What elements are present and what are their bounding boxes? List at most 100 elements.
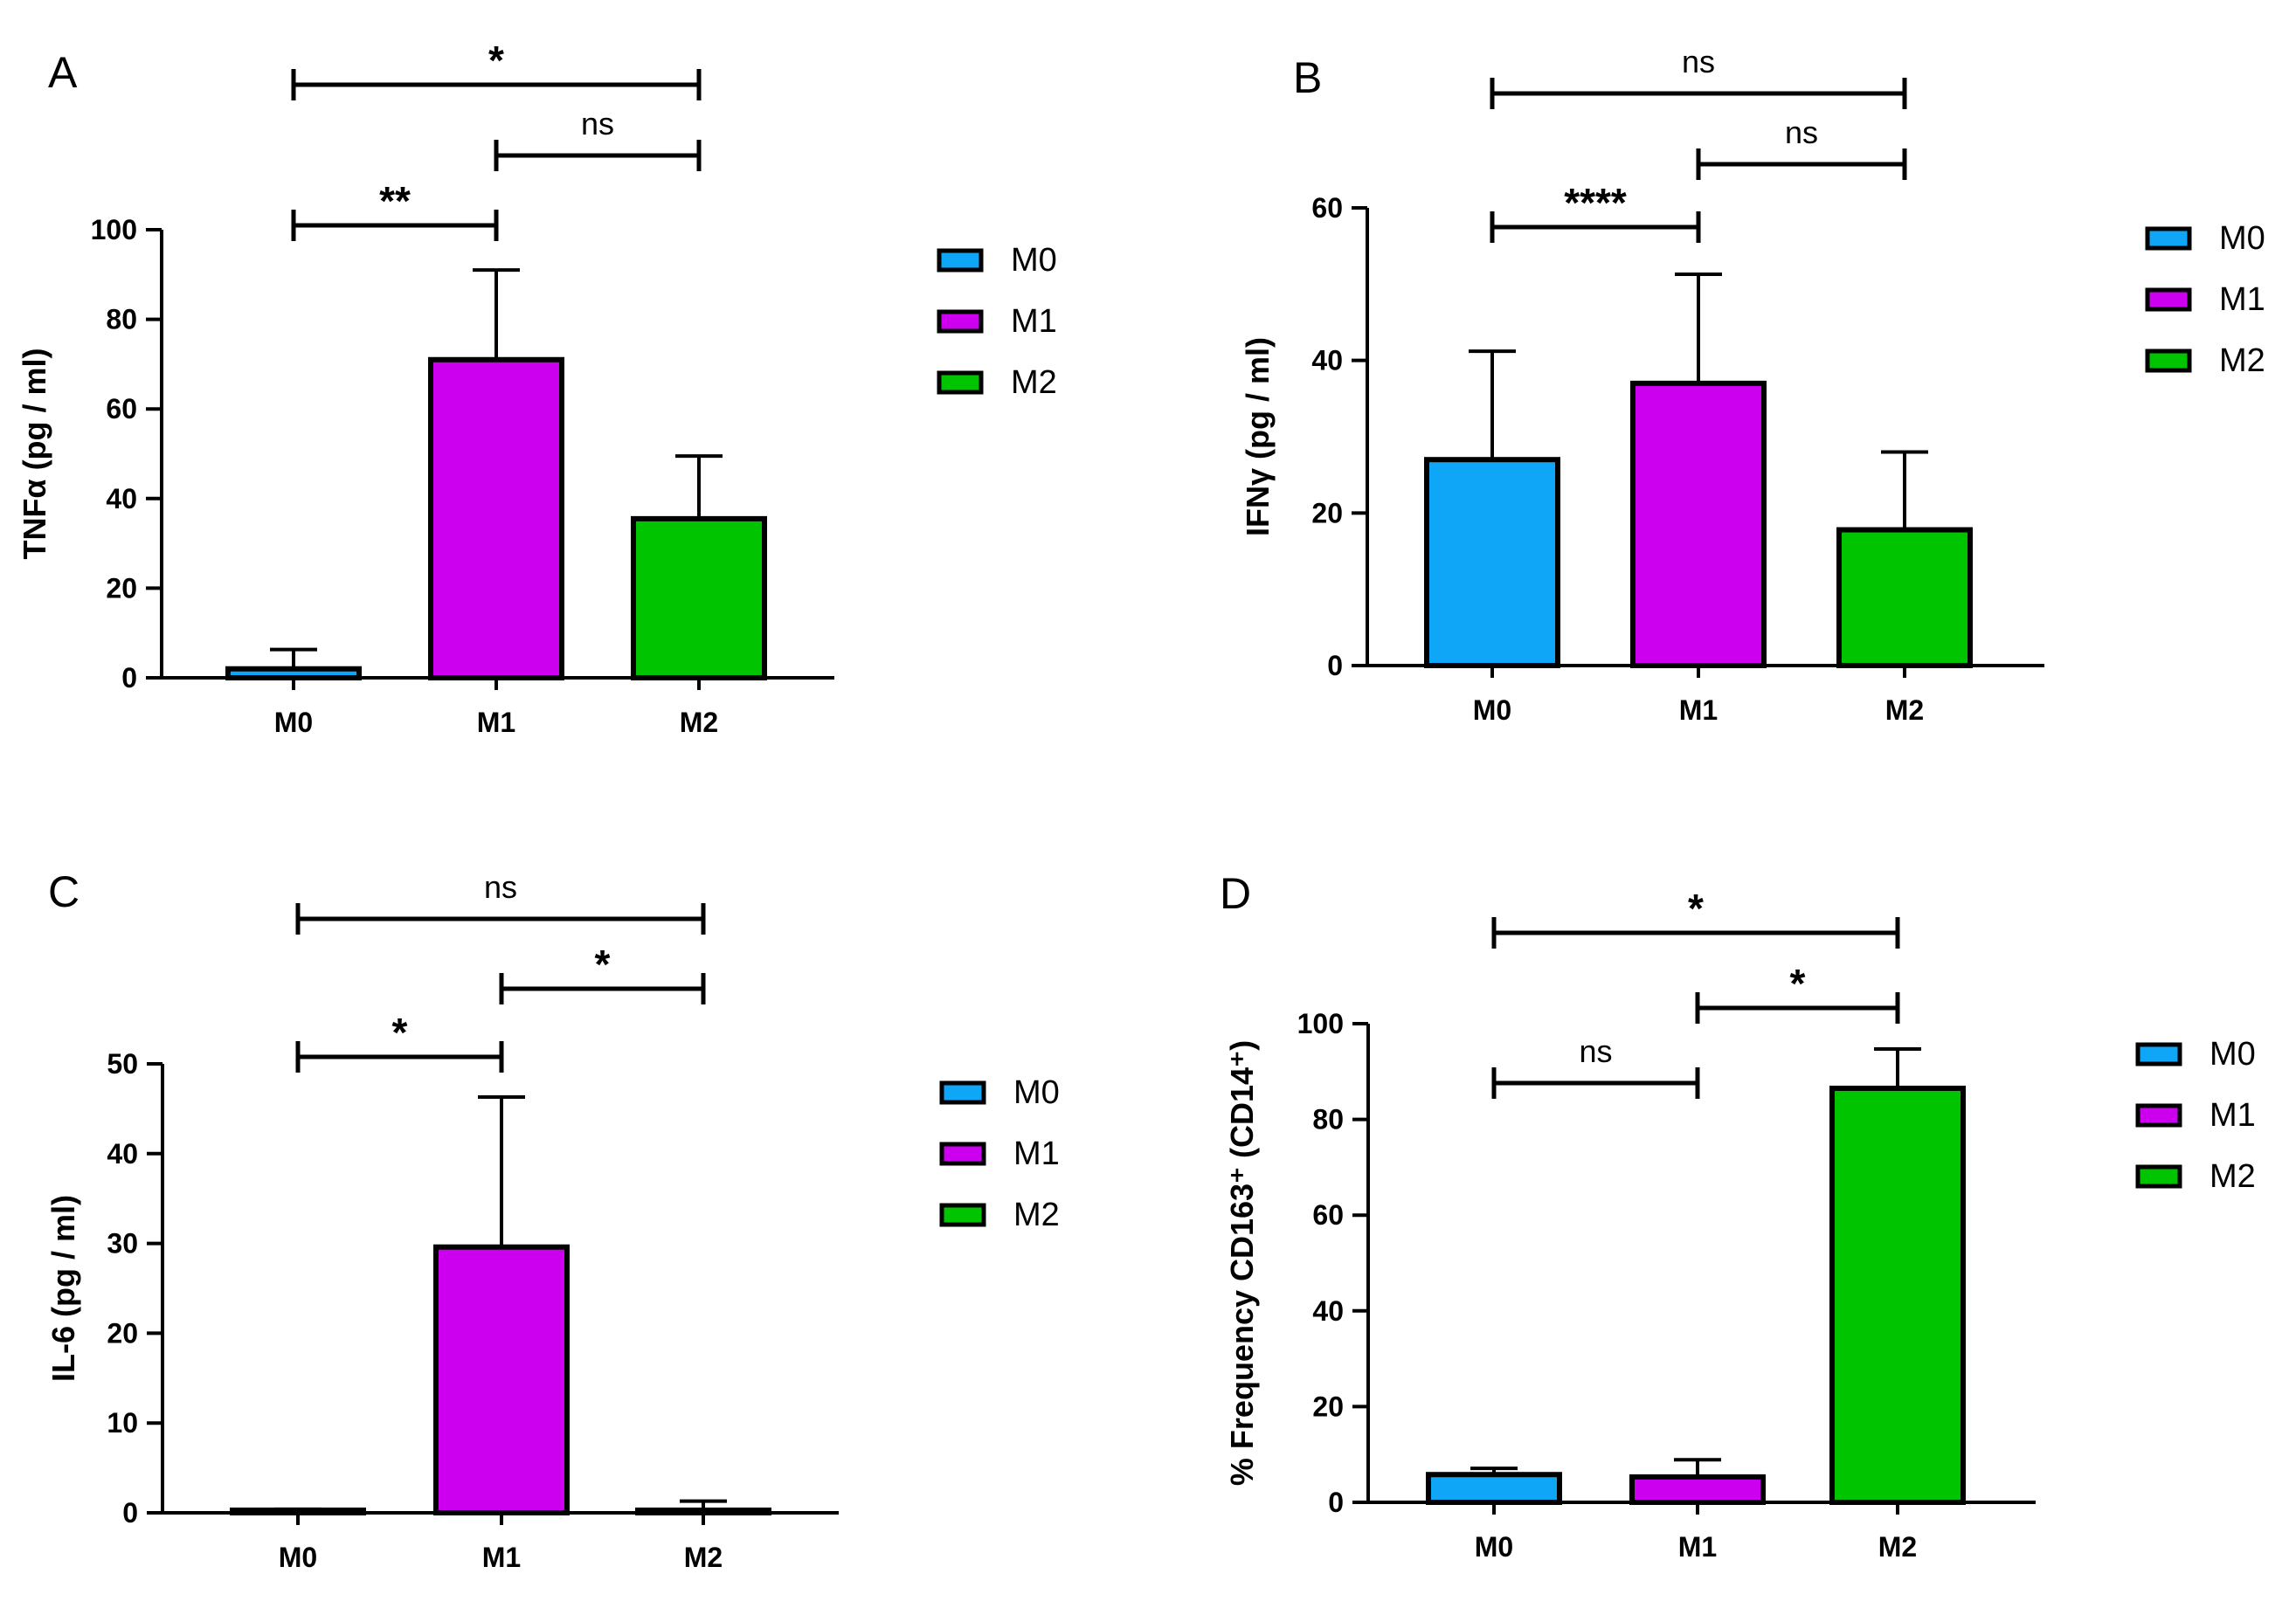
panel-c: C M0 M1 M2 0 10 20 30 40 50 IL-6 (pg / ml) ns * * M0 M1…	[45, 867, 1060, 1573]
legend-swatch-m2	[939, 1203, 986, 1227]
significance-bracket: *	[1491, 886, 1900, 949]
y-tick-label: 100	[1297, 1008, 1344, 1039]
legend-label: M1	[1013, 1135, 1060, 1172]
legend-swatch-m2	[937, 370, 984, 395]
y-tick-label: 0	[1327, 650, 1343, 681]
panel-letter: D	[1220, 869, 1251, 918]
significance-bracket: ns	[494, 106, 702, 171]
y-axis-label: IFNγ (pg / ml)	[1240, 337, 1276, 536]
legend-swatch-m0	[939, 1080, 986, 1105]
significance-bracket: *	[1695, 961, 1900, 1024]
legend-label: M0	[1013, 1074, 1060, 1111]
significance-bracket: ns	[1696, 114, 1907, 180]
significance-label: ns	[1579, 1033, 1612, 1069]
y-tick-label: 40	[1311, 345, 1343, 376]
y-tick-label: 20	[106, 572, 137, 604]
panel-a: A M0 M1 M2 0 20 40 60 80 100 TNFα (pg / ml) * ns ** M0…	[17, 38, 1057, 738]
bar-m2	[1829, 1085, 1966, 1505]
x-tick-label: M1	[1678, 1531, 1717, 1563]
legend-label: M0	[2210, 1036, 2256, 1073]
legend-label: M0	[1011, 242, 1057, 279]
panel-b: B M0 M1 M2 0 20 40 60 IFNγ (pg / ml) ns ns **** M0 M1…	[1240, 44, 2265, 726]
significance-bracket: ns	[295, 869, 706, 935]
significance-label: ns	[484, 869, 517, 905]
legend-label: M2	[2219, 342, 2265, 379]
significance-bracket: ****	[1490, 180, 1701, 243]
significance-label: *	[595, 942, 611, 987]
legend-swatch-m0	[937, 248, 984, 273]
legend-label: M1	[2219, 281, 2265, 318]
legend-label: M2	[1011, 364, 1057, 401]
bar-m0	[1426, 1472, 1562, 1505]
panel-d: D M0 M1 M2 0 20 40 60 80 100 % Frequency CD163⁺ (C…	[1220, 869, 2256, 1563]
legend-swatch-m1	[2145, 287, 2192, 312]
y-tick-label: 60	[1311, 192, 1343, 224]
x-tick-label: M2	[680, 707, 718, 738]
legend-swatch-m0	[2135, 1042, 2182, 1066]
x-tick-label: M2	[1885, 694, 1924, 726]
significance-label: *	[1688, 886, 1704, 931]
y-tick-label: 0	[1328, 1487, 1344, 1518]
x-tick-label: M1	[477, 707, 515, 738]
bar-m0	[1424, 457, 1560, 669]
significance-label: ns	[1785, 114, 1818, 150]
legend-label: M2	[1013, 1197, 1060, 1233]
y-tick-label: 60	[106, 393, 137, 424]
x-tick-label: M0	[279, 1542, 317, 1573]
significance-label: **	[379, 178, 411, 224]
significance-bracket: *	[291, 38, 702, 100]
bar-m2	[631, 515, 767, 681]
legend-label: M2	[2210, 1158, 2256, 1195]
y-tick-label: 20	[1312, 1391, 1344, 1422]
panel-letter: B	[1293, 53, 1322, 102]
bar-m1	[428, 356, 564, 680]
bar-m1	[433, 1244, 570, 1516]
legend-label: M1	[2210, 1097, 2256, 1134]
y-tick-label: 20	[1311, 497, 1343, 528]
panel-letter: A	[48, 48, 78, 97]
legend-swatch-m1	[937, 309, 984, 334]
y-tick-label: 0	[121, 662, 137, 694]
legend-label: M0	[2219, 220, 2265, 257]
y-tick-label: 0	[122, 1497, 138, 1529]
legend-swatch-m2	[2145, 349, 2192, 373]
significance-bracket: ns	[1491, 1033, 1700, 1099]
significance-label: *	[392, 1010, 408, 1055]
y-tick-label: 40	[107, 1138, 138, 1170]
bar-m2	[1836, 527, 1973, 669]
significance-bracket: *	[295, 1010, 504, 1073]
legend-label: M1	[1011, 303, 1057, 340]
y-axis-label: TNFα (pg / ml)	[17, 348, 52, 559]
x-tick-label: M2	[684, 1542, 723, 1573]
significance-label: ns	[1682, 44, 1715, 79]
legend-swatch-m1	[2135, 1103, 2182, 1128]
y-tick-label: 40	[106, 483, 137, 514]
legend-swatch-m0	[2145, 226, 2192, 251]
y-tick-label: 100	[91, 214, 137, 245]
y-tick-label: 30	[107, 1228, 138, 1260]
significance-label: ****	[1564, 180, 1627, 225]
y-tick-label: 80	[106, 304, 137, 335]
y-tick-label: 40	[1312, 1295, 1344, 1327]
y-tick-label: 80	[1312, 1104, 1344, 1135]
significance-label: ns	[581, 106, 614, 141]
x-tick-label: M1	[482, 1542, 521, 1573]
x-tick-label: M0	[1473, 694, 1511, 726]
bar-m1	[1629, 1474, 1766, 1506]
x-tick-label: M1	[1679, 694, 1718, 726]
legend-swatch-m2	[2135, 1164, 2182, 1189]
x-tick-label: M0	[274, 707, 313, 738]
significance-bracket: *	[499, 942, 706, 1004]
significance-label: *	[488, 38, 504, 83]
significance-bracket: **	[291, 178, 499, 241]
y-axis-label: IL-6 (pg / ml)	[45, 1195, 81, 1382]
y-tick-label: 10	[107, 1407, 138, 1439]
y-tick-label: 60	[1312, 1199, 1344, 1231]
legend-swatch-m1	[939, 1142, 986, 1166]
significance-bracket: ns	[1490, 44, 1907, 109]
panel-letter: C	[48, 867, 80, 916]
significance-label: *	[1790, 961, 1806, 1006]
bar-m1	[1630, 380, 1767, 668]
x-tick-label: M2	[1878, 1531, 1917, 1563]
